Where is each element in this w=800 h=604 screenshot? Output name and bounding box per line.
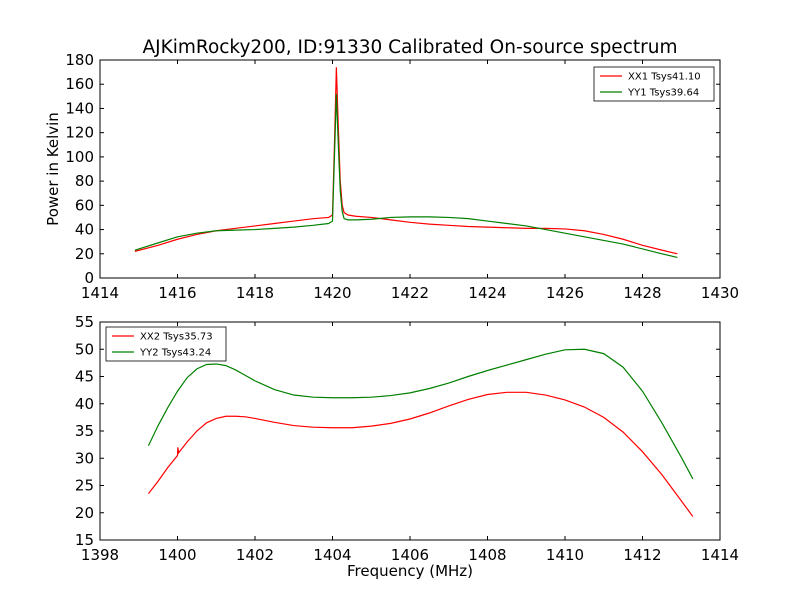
- top-x-tick-label: 1414: [81, 284, 119, 302]
- top-legend-entry: YY1 Tsys39.64: [627, 88, 699, 99]
- bottom-y-tick-label: 50: [75, 340, 94, 358]
- top-x-tick-label: 1428: [623, 284, 661, 302]
- bottom-x-tick-label: 1406: [391, 546, 429, 564]
- bottom-y-tick-label: 40: [75, 395, 94, 413]
- top-legend: [593, 66, 715, 102]
- top-y-tick-label: 0: [84, 269, 94, 287]
- top-y-tick-label: 140: [65, 99, 94, 117]
- top-plot: 1414 1416 1418 1420 1422 1424 1426 1428 1430 0 20 4…: [44, 51, 739, 302]
- top-y-tick-label: 180: [65, 51, 94, 69]
- bottom-y-tick-label: 35: [75, 422, 94, 440]
- top-x-tick-label: 1422: [391, 284, 429, 302]
- bottom-x-tick-label: 1400: [158, 546, 196, 564]
- bottom-y-tick-label: 15: [75, 531, 94, 549]
- bottom-legend: [105, 326, 227, 362]
- top-y-axis-label: Power in Kelvin: [44, 112, 62, 226]
- top-y-tick-label: 100: [65, 148, 94, 166]
- top-x-tick-label: 1430: [701, 284, 739, 302]
- bottom-x-tick-label: 1414: [701, 546, 739, 564]
- top-x-tick-label: 1416: [158, 284, 196, 302]
- top-x-tick-label: 1420: [313, 284, 351, 302]
- top-y-tick-label: 120: [65, 124, 94, 142]
- bottom-series-1-line: [147, 391, 694, 517]
- top-series-1-line: [134, 67, 678, 255]
- top-y-tick-label: 80: [75, 172, 94, 190]
- top-x-tick-label: 1424: [468, 284, 506, 302]
- top-x-tick-label: 1418: [236, 284, 274, 302]
- bottom-y-tick-label: 25: [75, 477, 94, 495]
- top-y-tick-label: 40: [75, 221, 94, 239]
- bottom-legend-entry: XX2 Tsys35.73: [140, 332, 213, 343]
- bottom-x-tick-label: 1402: [236, 546, 274, 564]
- bottom-y-tick-label: 30: [75, 449, 94, 467]
- bottom-x-tick-label: 1410: [546, 546, 584, 564]
- top-series-2-line: [134, 93, 678, 258]
- bottom-y-tick-label: 55: [75, 313, 94, 331]
- bottom-y-tick-label: 45: [75, 368, 94, 386]
- top-x-tick-label: 1426: [546, 284, 584, 302]
- bottom-plot: 1398 1400 1402 1404 1406 1408 1410 1412 1414 15 20…: [75, 313, 739, 580]
- top-y-tick-label: 20: [75, 245, 94, 263]
- bottom-y-tick-label: 20: [75, 504, 94, 522]
- top-legend-entry: XX1 Tsys41.10: [628, 72, 701, 83]
- chart-title: AJKimRocky200, ID:91330 Calibrated On-so…: [143, 37, 678, 58]
- top-y-tick-label: 60: [75, 196, 94, 214]
- bottom-series-2-line: [147, 348, 694, 480]
- bottom-x-tick-label: 1412: [623, 546, 661, 564]
- bottom-x-tick-label: 1404: [313, 546, 351, 564]
- bottom-x-axis-label: Frequency (MHz): [347, 562, 473, 580]
- top-y-tick-label: 160: [65, 75, 94, 93]
- bottom-legend-entry: YY2 Tsys43.24: [139, 348, 211, 359]
- bottom-x-tick-label: 1408: [468, 546, 506, 564]
- bottom-x-tick-label: 1398: [81, 546, 119, 564]
